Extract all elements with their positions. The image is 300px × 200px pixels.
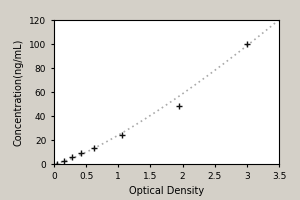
Y-axis label: Concentration(ng/mL): Concentration(ng/mL): [14, 38, 24, 146]
X-axis label: Optical Density: Optical Density: [129, 186, 204, 196]
